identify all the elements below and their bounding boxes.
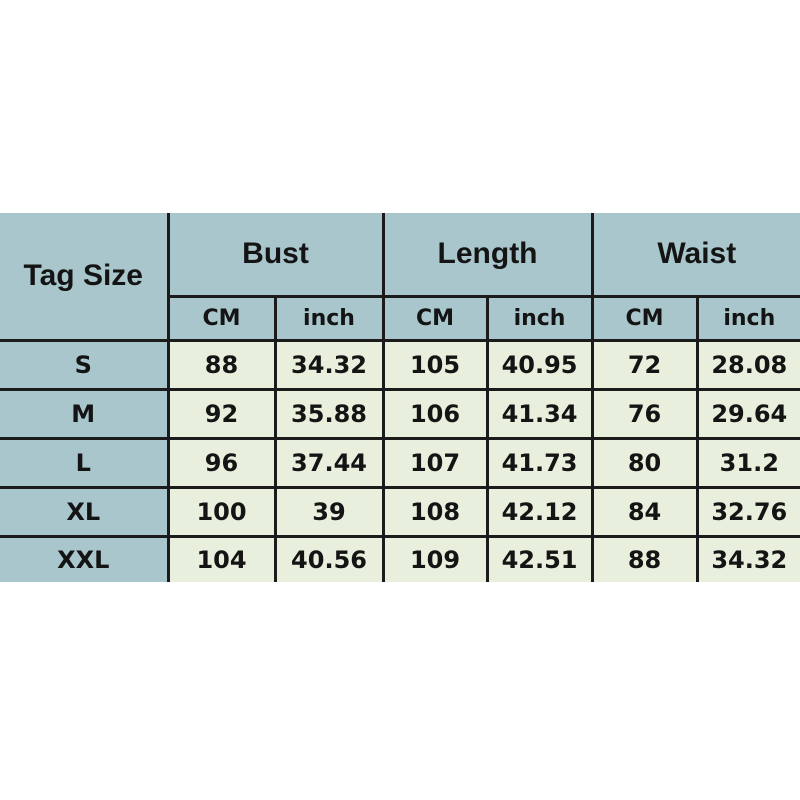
table-row-xxl: XXL 104 40.56 109 42.51 88 34.32 <box>0 535 800 583</box>
table-row-m: M 92 35.88 106 41.34 76 29.64 <box>0 388 800 440</box>
value-cell: 37.44 <box>273 437 385 489</box>
group-header-waist: Waist <box>590 211 800 298</box>
value-cell: 41.34 <box>485 388 594 440</box>
value-cell: 100 <box>166 486 277 538</box>
unit-header-inch-3: inch <box>485 295 594 342</box>
group-header-bust: Bust <box>166 211 385 298</box>
unit-header-inch-5: inch <box>695 295 800 342</box>
size-label-xxl: XXL <box>0 535 170 583</box>
value-cell: 35.88 <box>273 388 385 440</box>
value-cell: 34.32 <box>695 535 800 583</box>
value-cell: 41.73 <box>485 437 594 489</box>
value-cell: 106 <box>381 388 489 440</box>
value-cell: 32.76 <box>695 486 800 538</box>
group-header-length: Length <box>381 211 594 298</box>
value-cell: 104 <box>166 535 277 583</box>
value-cell: 92 <box>166 388 277 440</box>
size-chart-table: Tag Size Bust Length Waist CM inch CM inch C… <box>0 211 800 583</box>
size-chart: Tag Size Bust Length Waist CM inch CM inch C… <box>0 211 800 583</box>
value-cell: 29.64 <box>695 388 800 440</box>
value-cell: 34.32 <box>273 339 385 391</box>
group-header-row: Tag Size Bust Length Waist <box>0 211 800 342</box>
value-cell: 88 <box>166 339 277 391</box>
value-cell: 80 <box>590 437 699 489</box>
value-cell: 88 <box>590 535 699 583</box>
size-label-m: M <box>0 388 170 440</box>
tag-size-header: Tag Size <box>0 211 170 342</box>
value-cell: 40.95 <box>485 339 594 391</box>
size-label-s: S <box>0 339 170 391</box>
value-cell: 109 <box>381 535 489 583</box>
value-cell: 39 <box>273 486 385 538</box>
unit-header-cm-4: CM <box>590 295 699 342</box>
table-row-l: L 96 37.44 107 41.73 80 31.2 <box>0 437 800 489</box>
size-label-xl: XL <box>0 486 170 538</box>
value-cell: 108 <box>381 486 489 538</box>
value-cell: 28.08 <box>695 339 800 391</box>
value-cell: 42.12 <box>485 486 594 538</box>
value-cell: 105 <box>381 339 489 391</box>
unit-header-inch-1: inch <box>273 295 385 342</box>
unit-header-cm-0: CM <box>166 295 277 342</box>
value-cell: 42.51 <box>485 535 594 583</box>
value-cell: 76 <box>590 388 699 440</box>
size-label-l: L <box>0 437 170 489</box>
value-cell: 72 <box>590 339 699 391</box>
value-cell: 107 <box>381 437 489 489</box>
value-cell: 31.2 <box>695 437 800 489</box>
unit-header-cm-2: CM <box>381 295 489 342</box>
table-row-xl: XL 100 39 108 42.12 84 32.76 <box>0 486 800 538</box>
unit-header-row: CM inch CM inch CM inch <box>0 295 800 342</box>
value-cell: 40.56 <box>273 535 385 583</box>
value-cell: 96 <box>166 437 277 489</box>
table-row-s: S 88 34.32 105 40.95 72 28.08 <box>0 339 800 391</box>
value-cell: 84 <box>590 486 699 538</box>
